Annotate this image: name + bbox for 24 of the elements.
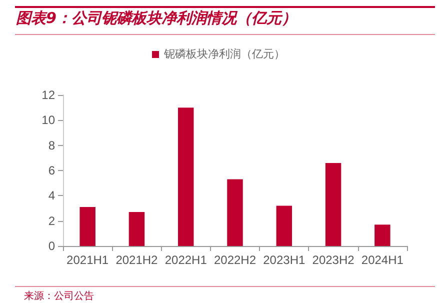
y-tick-label: 8 xyxy=(48,138,56,152)
y-tick-label: 4 xyxy=(48,188,56,203)
x-tick-label: 2024H1 xyxy=(361,253,404,267)
chart-title: 图表9：公司铌磷板块净利润情况（亿元） xyxy=(16,9,296,28)
x-tick-label: 2021H2 xyxy=(116,253,158,267)
bar xyxy=(227,179,243,246)
bar xyxy=(178,108,194,246)
bar xyxy=(128,212,145,246)
source-note: 来源：公司公告 xyxy=(24,290,94,303)
y-tick-label: 12 xyxy=(42,88,56,102)
y-tick-label: 10 xyxy=(42,113,56,128)
y-tick-label: 6 xyxy=(48,164,56,178)
x-tick-label: 2021H1 xyxy=(66,253,109,267)
bar xyxy=(80,206,96,246)
legend-label: 铌磷板块净利润（亿元） xyxy=(163,48,285,60)
x-tick-label: 2022H1 xyxy=(164,253,208,267)
bar xyxy=(374,224,390,246)
bar xyxy=(325,162,342,246)
x-tick-label: 2022H2 xyxy=(214,253,256,267)
bar xyxy=(276,206,292,246)
x-tick-label: 2023H1 xyxy=(263,253,306,267)
x-tick-label: 2023H2 xyxy=(312,253,355,267)
y-tick-label: 0 xyxy=(48,239,56,253)
y-tick-label: 2 xyxy=(48,214,56,228)
